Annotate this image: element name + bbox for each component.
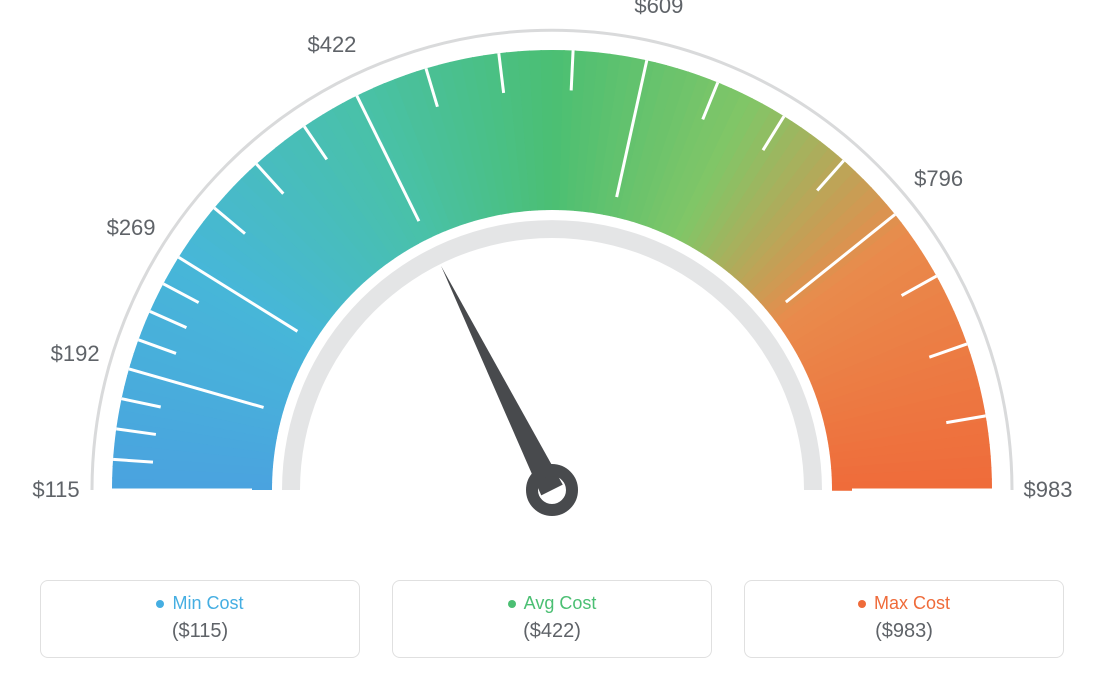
legend-card-avg: Avg Cost ($422) bbox=[392, 580, 712, 658]
legend-dot-max bbox=[858, 600, 866, 608]
gauge-tick-label: $796 bbox=[914, 166, 963, 192]
legend-value-max: ($983) bbox=[763, 620, 1045, 643]
gauge-tick-label: $192 bbox=[51, 341, 100, 367]
legend-label-min: Min Cost bbox=[172, 593, 243, 614]
legend-title-max: Max Cost bbox=[763, 593, 1045, 614]
legend-title-avg: Avg Cost bbox=[411, 593, 693, 614]
legend-card-max: Max Cost ($983) bbox=[744, 580, 1064, 658]
gauge-chart: $115 $192 $269 $422 $609 $796 $983 bbox=[0, 0, 1104, 560]
gauge-tick-label: $983 bbox=[1024, 477, 1073, 503]
legend-row: Min Cost ($115) Avg Cost ($422) Max Cost… bbox=[0, 580, 1104, 658]
legend-dot-min bbox=[156, 600, 164, 608]
legend-label-avg: Avg Cost bbox=[524, 593, 597, 614]
legend-value-min: ($115) bbox=[59, 620, 341, 643]
legend-title-min: Min Cost bbox=[59, 593, 341, 614]
gauge-tick-label: $115 bbox=[32, 477, 79, 503]
legend-value-avg: ($422) bbox=[411, 620, 693, 643]
gauge-tick-label: $269 bbox=[107, 215, 156, 241]
legend-label-max: Max Cost bbox=[874, 593, 950, 614]
gauge-tick-label: $609 bbox=[634, 0, 683, 19]
gauge-tick-label: $422 bbox=[307, 32, 356, 58]
legend-card-min: Min Cost ($115) bbox=[40, 580, 360, 658]
gauge-svg bbox=[0, 0, 1104, 560]
legend-dot-avg bbox=[508, 600, 516, 608]
